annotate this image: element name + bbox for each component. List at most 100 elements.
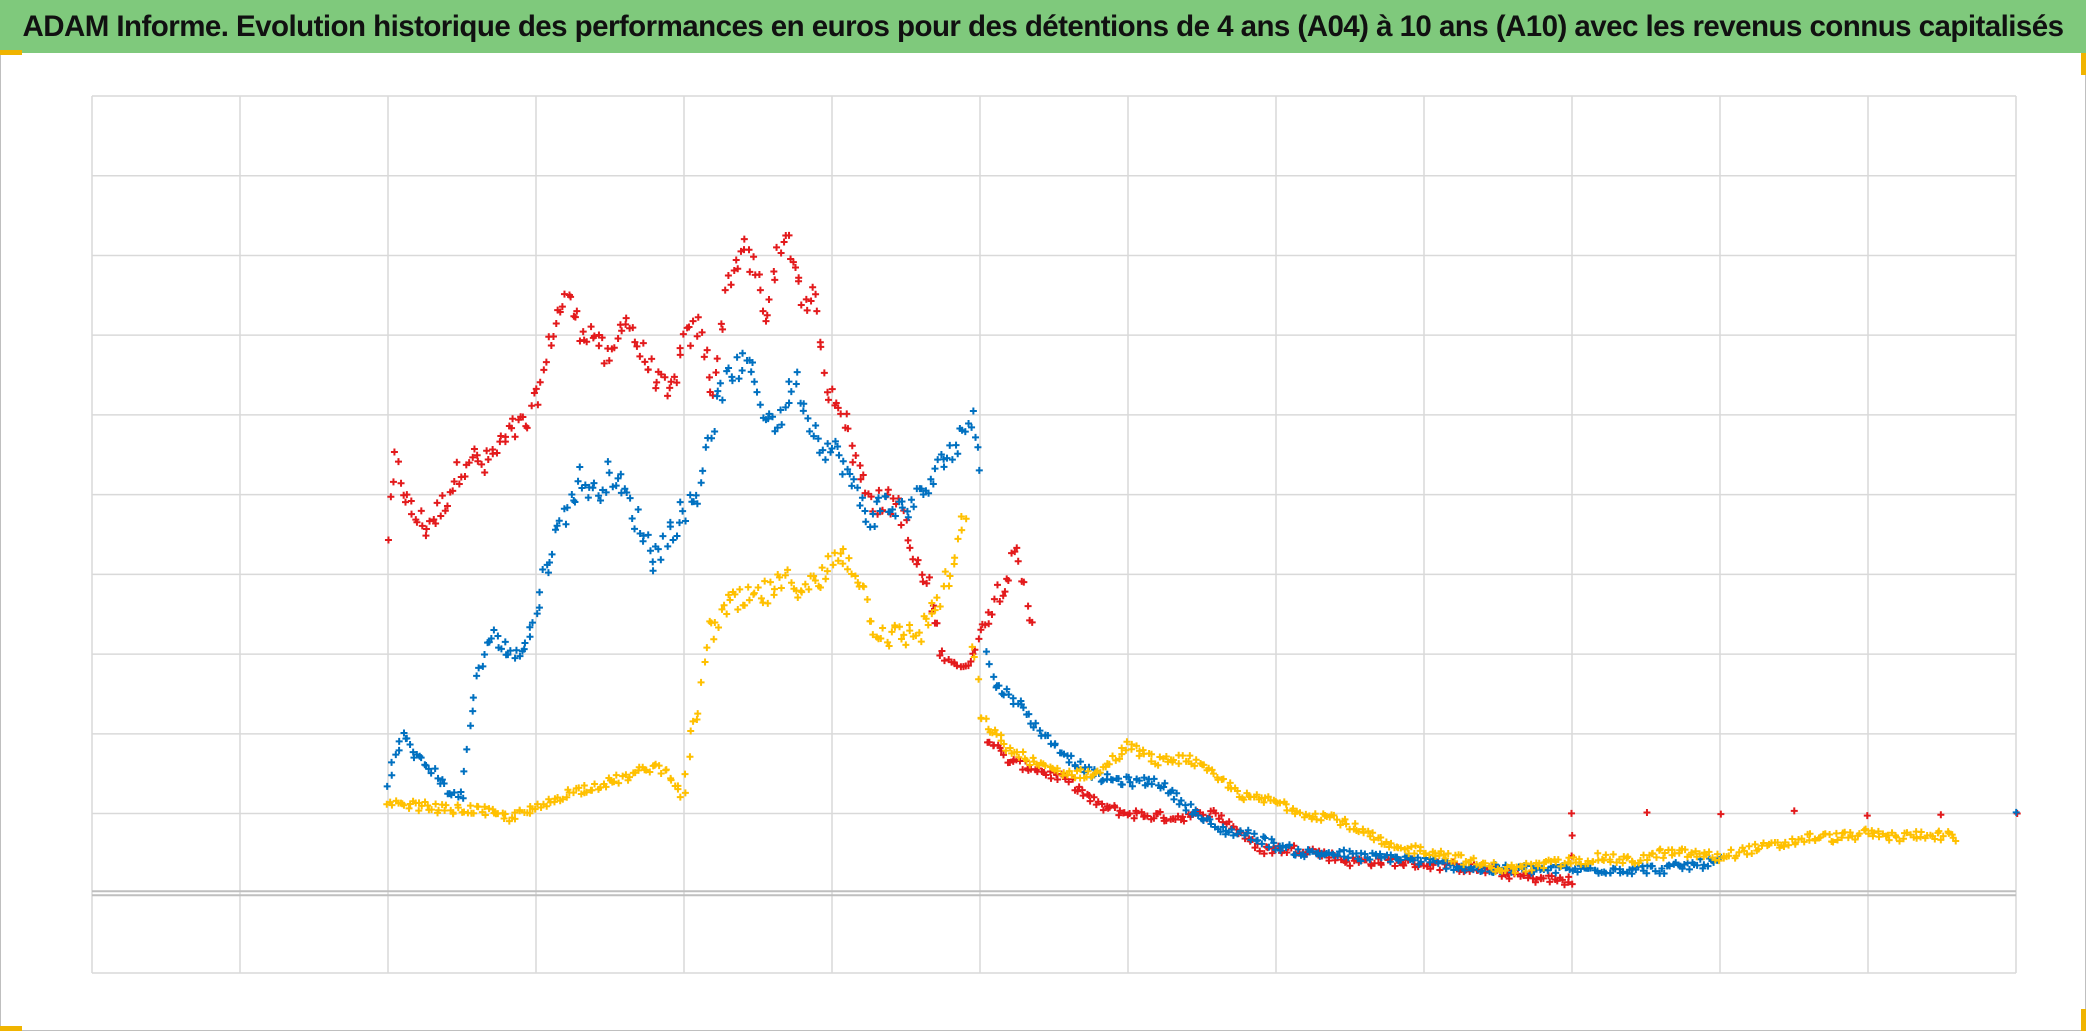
data-point xyxy=(661,373,669,381)
data-point xyxy=(1208,766,1216,774)
data-point xyxy=(641,358,649,366)
data-point xyxy=(1111,804,1119,812)
data-point xyxy=(530,389,538,397)
data-point xyxy=(1013,544,1021,552)
data-point xyxy=(689,717,697,725)
data-point xyxy=(856,462,864,470)
data-point xyxy=(543,802,551,810)
data-point xyxy=(970,653,978,661)
data-point xyxy=(773,243,781,251)
data-point xyxy=(1024,602,1032,610)
data-point xyxy=(1602,851,1610,859)
data-point xyxy=(945,582,953,590)
data-point xyxy=(1693,861,1701,869)
data-point xyxy=(474,803,482,811)
data-point xyxy=(1567,809,1575,817)
data-point xyxy=(558,303,566,311)
data-point xyxy=(725,364,733,372)
data-point xyxy=(946,441,954,449)
data-point xyxy=(1032,719,1040,727)
data-point xyxy=(1913,834,1921,842)
data-point xyxy=(907,496,915,504)
data-point xyxy=(969,407,977,415)
data-point xyxy=(1143,812,1151,820)
data-point xyxy=(1156,753,1164,761)
data-point xyxy=(1863,812,1871,820)
data-point xyxy=(777,406,785,414)
data-point xyxy=(1228,826,1236,834)
data-point xyxy=(705,373,713,381)
data-point xyxy=(481,811,489,819)
data-point xyxy=(526,809,534,817)
data-point xyxy=(626,494,634,502)
data-point xyxy=(1826,830,1834,838)
data-point xyxy=(985,620,993,628)
data-point xyxy=(785,231,793,239)
data-point xyxy=(1503,863,1511,871)
data-point xyxy=(922,615,930,623)
data-point xyxy=(740,235,748,243)
data-point xyxy=(676,344,684,352)
data-point xyxy=(747,368,755,376)
data-point xyxy=(862,518,870,526)
data-point xyxy=(762,317,770,325)
data-point xyxy=(1105,760,1113,768)
data-point xyxy=(693,332,701,340)
data-point xyxy=(535,604,543,612)
data-point xyxy=(432,800,440,808)
data-point xyxy=(519,413,527,421)
data-point xyxy=(1382,838,1390,846)
data-point xyxy=(501,638,509,646)
data-point xyxy=(700,353,708,361)
data-point xyxy=(884,486,892,494)
data-point xyxy=(946,572,954,580)
data-point xyxy=(1917,828,1925,836)
data-point xyxy=(574,477,582,485)
data-point xyxy=(982,648,990,656)
data-point xyxy=(591,780,599,788)
data-point xyxy=(820,369,828,377)
data-point xyxy=(701,658,709,666)
data-point xyxy=(928,610,936,618)
data-point xyxy=(1175,800,1183,808)
data-point xyxy=(828,445,836,453)
data-point xyxy=(662,766,670,774)
data-point xyxy=(679,507,687,515)
data-point xyxy=(999,751,1007,759)
data-point xyxy=(1554,856,1562,864)
data-point xyxy=(1636,856,1644,864)
data-point xyxy=(817,584,824,592)
data-point xyxy=(1128,740,1136,748)
data-point xyxy=(545,559,553,567)
data-point xyxy=(839,545,847,553)
data-point xyxy=(395,737,403,745)
data-point xyxy=(1386,858,1394,866)
data-point xyxy=(995,682,1003,690)
data-point xyxy=(388,801,396,809)
data-point xyxy=(670,373,678,381)
data-point xyxy=(1182,806,1190,814)
data-point xyxy=(428,806,436,814)
data-point xyxy=(1065,778,1073,786)
data-point xyxy=(657,556,665,564)
data-point xyxy=(536,378,544,386)
data-point xyxy=(1528,866,1536,874)
data-point xyxy=(1308,847,1316,855)
data-point xyxy=(1042,771,1050,779)
data-point xyxy=(457,788,465,796)
data-point xyxy=(1685,865,1693,873)
data-point xyxy=(712,369,720,377)
data-point xyxy=(713,355,721,363)
data-point xyxy=(1575,855,1583,863)
data-point xyxy=(622,320,630,328)
data-point xyxy=(1115,811,1123,819)
data-point xyxy=(1244,826,1252,834)
data-point xyxy=(873,498,881,506)
data-point xyxy=(1404,844,1412,852)
data-point xyxy=(819,446,827,454)
data-point xyxy=(511,809,519,817)
data-point xyxy=(692,491,700,499)
data-point xyxy=(1150,775,1158,783)
data-point xyxy=(975,466,983,474)
data-point xyxy=(931,465,939,473)
